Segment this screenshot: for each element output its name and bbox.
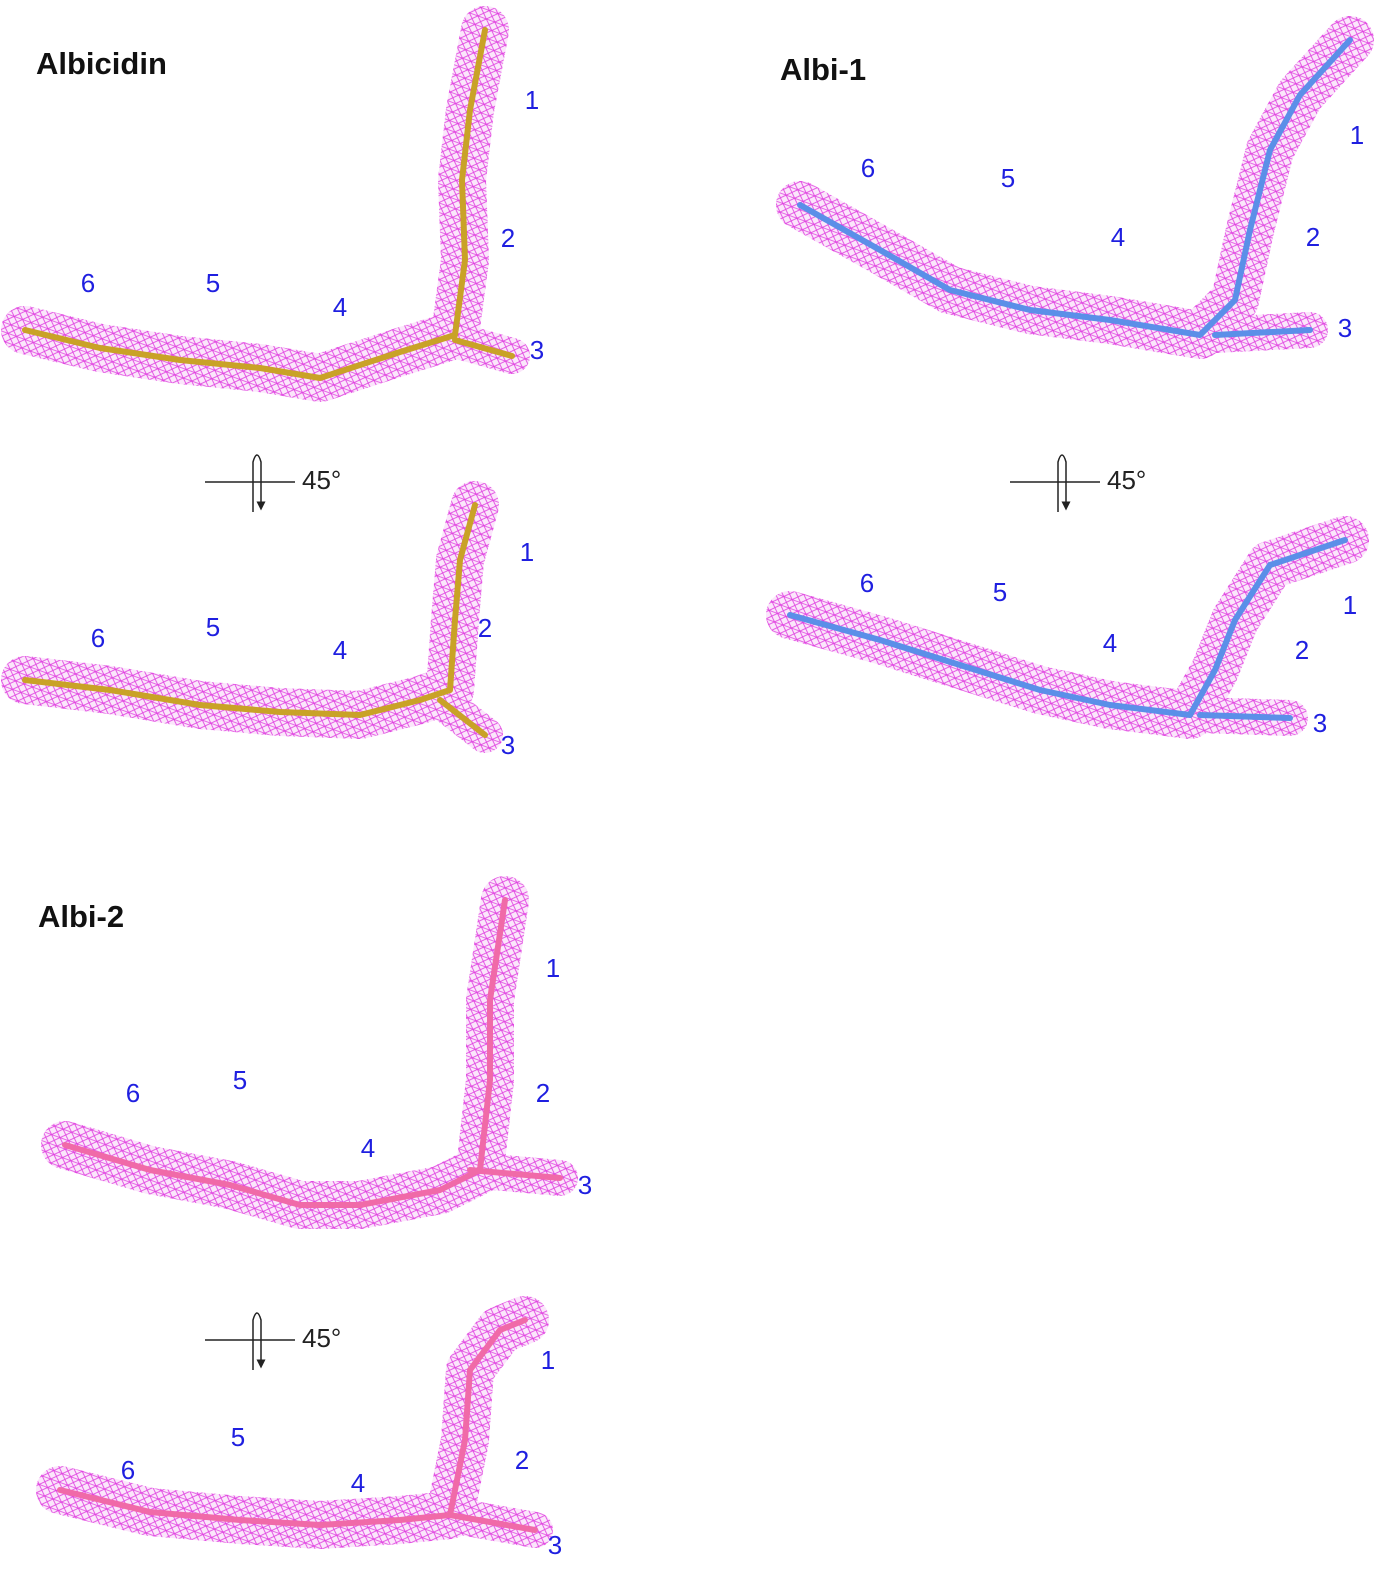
residue-label: 6 — [126, 1078, 140, 1108]
residue-label: 4 — [351, 1468, 365, 1498]
rotation-symbol: 45° — [1010, 455, 1146, 512]
structure-view: 1 2 3 4 5 6 — [25, 505, 534, 760]
residue-label: 3 — [548, 1530, 562, 1560]
structure-view: 1 2 3 4 5 6 — [790, 540, 1357, 738]
residue-label: 6 — [861, 153, 875, 183]
residue-label: 4 — [1111, 222, 1125, 252]
density-mesh — [25, 505, 475, 715]
residue-label: 3 — [1338, 313, 1352, 343]
structure-view: 1 2 3 4 5 6 — [800, 40, 1364, 343]
rotation-arrow — [253, 455, 261, 512]
residue-label: 6 — [860, 568, 874, 598]
residue-label: 1 — [520, 537, 534, 567]
residue-label: 5 — [206, 268, 220, 298]
residue-label: 2 — [1295, 635, 1309, 665]
residue-label: 1 — [541, 1345, 555, 1375]
residue-label: 4 — [333, 635, 347, 665]
page: Albicidin 1 2 3 4 5 6 1 2 3 4 5 6 45° Albi-1 1 2 3 4 5 6 1 2 3 4… — [0, 0, 1392, 1592]
panel-title: Albi-1 — [780, 52, 866, 87]
residue-label: 6 — [91, 623, 105, 653]
residue-label: 1 — [525, 85, 539, 115]
residue-label: 2 — [536, 1078, 550, 1108]
rotation-angle: 45° — [302, 1323, 341, 1353]
density-mesh — [790, 540, 1345, 715]
rotation-arrow — [253, 1313, 261, 1370]
residue-label: 3 — [1313, 708, 1327, 738]
residue-label: 5 — [1001, 163, 1015, 193]
residue-label: 5 — [993, 577, 1007, 607]
panel: Albi-1 1 2 3 4 5 6 1 2 3 4 5 6 45° — [780, 40, 1364, 738]
panel: Albi-2 1 2 3 4 5 6 1 2 3 4 5 6 45° — [38, 899, 592, 1560]
rotation-arrow — [1058, 455, 1066, 512]
density-mesh — [65, 900, 505, 1205]
structure-view: 1 2 3 4 5 6 — [65, 900, 592, 1205]
residue-label: 5 — [206, 612, 220, 642]
density-mesh — [800, 40, 1350, 335]
residue-label: 1 — [1350, 120, 1364, 150]
panel: Albicidin 1 2 3 4 5 6 1 2 3 4 5 6 45° — [25, 30, 544, 760]
residue-label: 1 — [546, 953, 560, 983]
residue-label: 2 — [501, 223, 515, 253]
residue-label: 2 — [478, 613, 492, 643]
residue-label: 6 — [81, 268, 95, 298]
residue-label: 1 — [1343, 590, 1357, 620]
rotation-angle: 45° — [1107, 465, 1146, 495]
panel-title: Albicidin — [36, 46, 167, 81]
figure: Albicidin 1 2 3 4 5 6 1 2 3 4 5 6 45° Albi-1 1 2 3 4 5 6 1 2 3 4… — [0, 0, 1392, 1592]
structure-view: 1 2 3 4 5 6 — [25, 30, 544, 378]
residue-label: 3 — [501, 730, 515, 760]
structure-view: 1 2 3 4 5 6 — [60, 1320, 562, 1560]
rotation-symbol: 45° — [205, 1313, 341, 1370]
residue-label: 3 — [530, 335, 544, 365]
rotation-angle: 45° — [302, 465, 341, 495]
panel-title: Albi-2 — [38, 899, 124, 934]
residue-label: 5 — [233, 1065, 247, 1095]
rotation-symbol: 45° — [205, 455, 341, 512]
residue-label: 4 — [333, 292, 347, 322]
density-mesh — [25, 30, 485, 378]
residue-label: 5 — [231, 1422, 245, 1452]
residue-label: 2 — [515, 1445, 529, 1475]
residue-label: 3 — [578, 1170, 592, 1200]
residue-label: 4 — [1103, 628, 1117, 658]
stick-model — [1200, 715, 1290, 718]
residue-label: 2 — [1306, 222, 1320, 252]
residue-label: 6 — [121, 1455, 135, 1485]
residue-label: 4 — [361, 1133, 375, 1163]
